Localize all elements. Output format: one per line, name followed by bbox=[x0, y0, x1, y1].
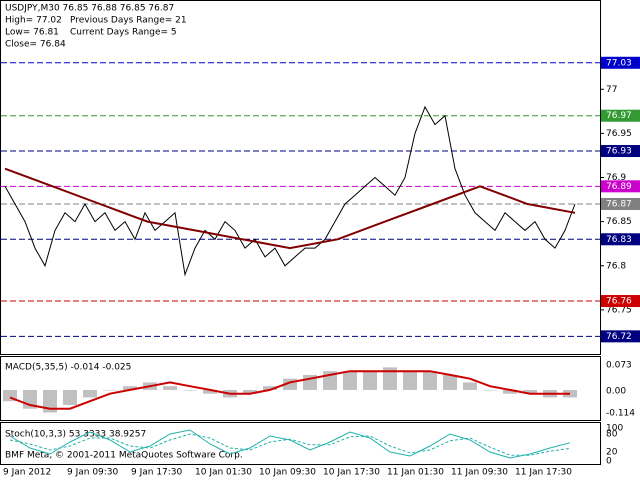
macd-axis: 0.00 bbox=[606, 387, 626, 397]
macd-bar bbox=[63, 389, 77, 405]
stoch-axis: 0 bbox=[606, 457, 612, 467]
header-high: High= 77.02 bbox=[5, 16, 62, 26]
y-tick-label: 77 bbox=[606, 85, 617, 95]
macd-bar bbox=[443, 374, 457, 390]
macd-signal bbox=[9, 370, 570, 410]
y-tick-label: 76.95 bbox=[606, 129, 632, 139]
level-label: 76.87 bbox=[606, 199, 632, 209]
stoch-main bbox=[9, 429, 571, 459]
level-label: 76.76 bbox=[606, 297, 632, 307]
macd-bar bbox=[243, 389, 257, 394]
macd-bar bbox=[83, 389, 97, 398]
y-tick-label: 76.8 bbox=[606, 261, 626, 271]
macd-bar bbox=[363, 371, 377, 390]
macd-bar bbox=[103, 389, 117, 391]
macd-bar bbox=[163, 386, 177, 390]
level-badge bbox=[601, 330, 640, 343]
level-badge bbox=[601, 295, 640, 308]
macd-bar bbox=[343, 371, 357, 390]
macd-bar bbox=[43, 389, 57, 413]
macd-bar bbox=[263, 386, 277, 390]
time-label: 11 Jan 01:30 bbox=[387, 468, 444, 478]
level-label: 76.83 bbox=[606, 235, 632, 245]
level-badge bbox=[601, 145, 640, 158]
level-badge bbox=[601, 56, 640, 69]
macd-bar bbox=[383, 367, 397, 390]
stoch-axis: 80 bbox=[606, 430, 618, 440]
stoch-label: Stoch(10,3,3) 53.3333 38.9257 bbox=[5, 430, 146, 440]
level-badge bbox=[601, 109, 640, 122]
macd-bar bbox=[463, 382, 477, 390]
cur-range: Current Days Range= 5 bbox=[70, 28, 177, 38]
macd-bar bbox=[123, 386, 137, 390]
macd-bar bbox=[203, 389, 217, 394]
macd-bar bbox=[183, 389, 197, 391]
stoch-frame bbox=[0, 422, 601, 465]
level-badge bbox=[601, 180, 640, 193]
macd-axis: -0.114 bbox=[606, 409, 635, 419]
header-close: Close= 76.84 bbox=[5, 40, 66, 50]
close-line bbox=[4, 105, 576, 277]
level-badge bbox=[601, 197, 640, 210]
y-tick-label: 76.75 bbox=[606, 305, 632, 315]
level-label: 76.97 bbox=[606, 111, 632, 121]
level-label: 76.72 bbox=[606, 332, 632, 342]
footer: BMF Meta, © 2001-2011 MetaQuotes Softwar… bbox=[5, 451, 243, 461]
macd-bar bbox=[283, 378, 297, 390]
macd-bar bbox=[523, 389, 537, 394]
time-label: 10 Jan 09:30 bbox=[259, 468, 316, 478]
ma-line bbox=[4, 167, 576, 250]
macd-frame bbox=[0, 356, 601, 421]
time-label: 11 Jan 09:30 bbox=[451, 468, 508, 478]
stoch-axis: 20 bbox=[606, 448, 618, 458]
macd-bar bbox=[423, 371, 437, 390]
y-tick-label: 76.9 bbox=[606, 173, 626, 183]
macd-label: MACD(5,35,5) -0.014 -0.025 bbox=[5, 363, 131, 373]
time-label: 10 Jan 17:30 bbox=[323, 468, 380, 478]
time-label: 11 Jan 17:30 bbox=[515, 468, 572, 478]
level-label: 77.03 bbox=[606, 58, 632, 68]
header-low: Low= 76.81 bbox=[5, 28, 59, 38]
level-label: 76.93 bbox=[606, 147, 632, 157]
stoch-signal bbox=[9, 433, 571, 456]
macd-bar bbox=[403, 371, 417, 390]
time-label: 9 Jan 2012 bbox=[3, 468, 51, 478]
stoch-axis: 100 bbox=[606, 424, 623, 434]
level-label: 76.89 bbox=[606, 182, 632, 192]
time-label: 9 Jan 17:30 bbox=[131, 468, 183, 478]
macd-bar bbox=[503, 389, 517, 394]
time-label: 9 Jan 09:30 bbox=[67, 468, 119, 478]
time-label: 10 Jan 01:30 bbox=[195, 468, 252, 478]
prev-range: Previous Days Range= 21 bbox=[70, 16, 187, 26]
level-badge bbox=[601, 233, 640, 246]
macd-axis: 0.073 bbox=[606, 361, 632, 371]
header-line: USDJPY,M30 76.85 76.88 76.85 76.87 bbox=[5, 4, 174, 14]
y-tick-label: 76.85 bbox=[606, 217, 632, 227]
macd-bar bbox=[483, 389, 497, 391]
macd-bar bbox=[3, 389, 17, 402]
